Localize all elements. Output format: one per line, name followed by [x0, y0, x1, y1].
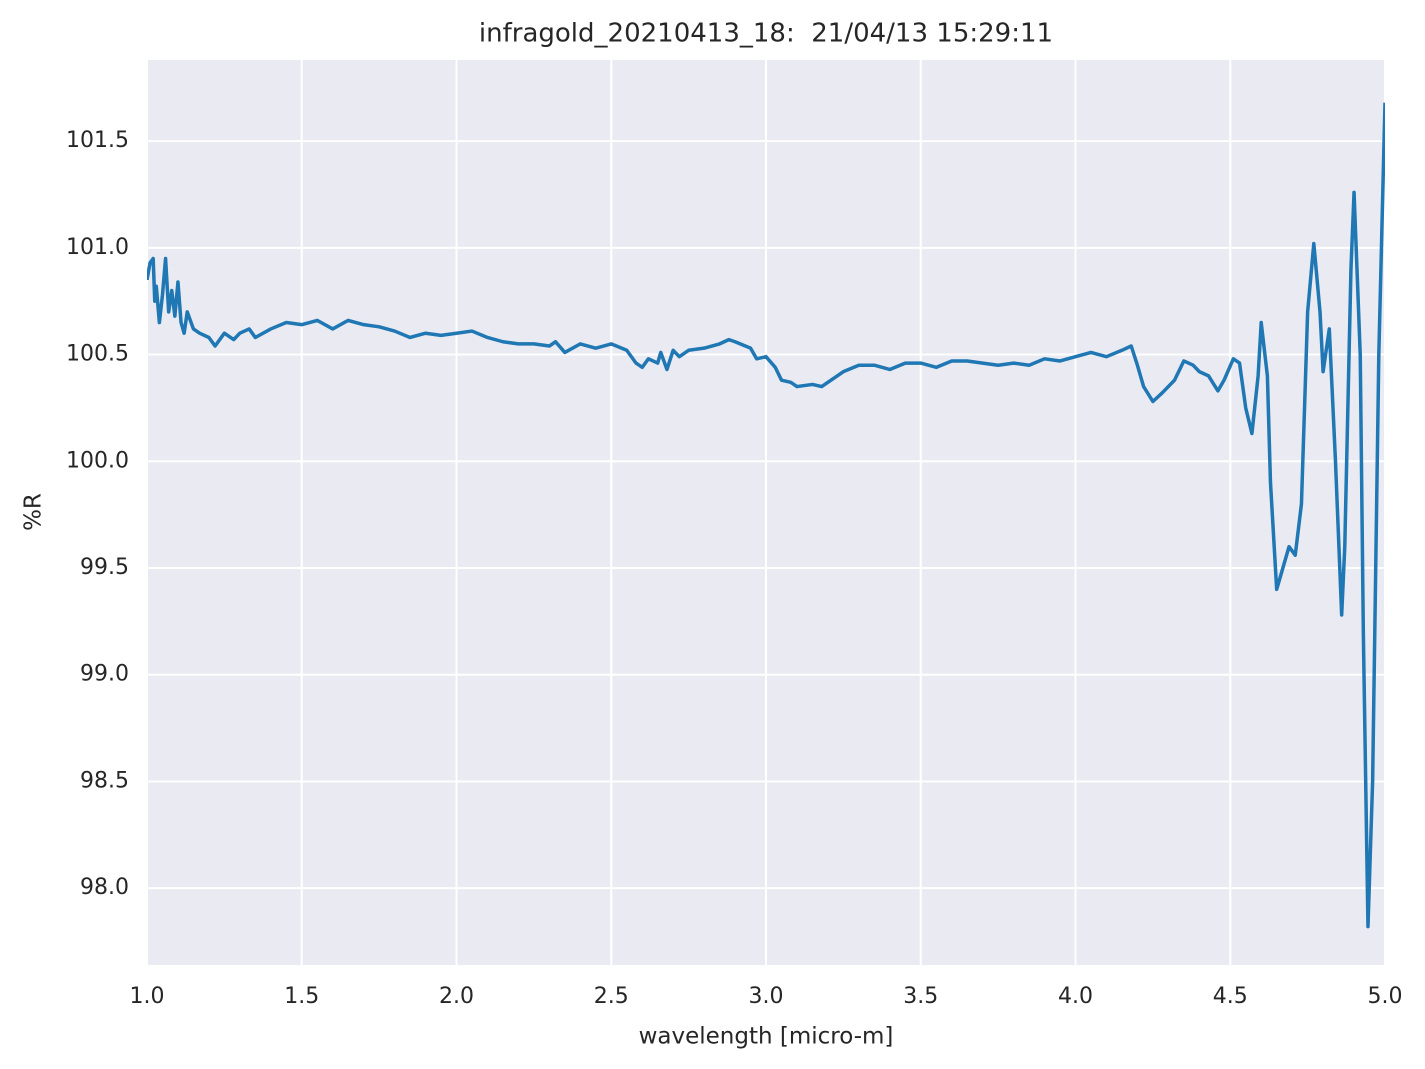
y-axis-label: %R	[21, 493, 47, 531]
labels: 1.0 1.5 2.0 2.5 3.0 3.5 4.0 4.5 5.0 98.0 98.5 99.0 9…	[66, 128, 1402, 1009]
x-tick-label: 3.5	[903, 984, 938, 1009]
chart-title: infragold_20210413_18: 21/04/13 15:29:11	[479, 19, 1053, 49]
x-tick-label: 1.5	[284, 984, 319, 1009]
y-tick-label: 101.0	[66, 235, 129, 260]
x-tick-label: 2.0	[439, 984, 474, 1009]
x-tick-label: 3.0	[749, 984, 784, 1009]
data-line	[147, 102, 1385, 929]
x-tick-label: 1.0	[130, 984, 165, 1009]
y-tick-label: 100.0	[66, 448, 129, 473]
x-tick-label: 4.5	[1213, 984, 1248, 1009]
grid	[146, 60, 1386, 965]
lines	[147, 102, 1385, 929]
x-tick-label: 5.0	[1368, 984, 1403, 1009]
y-tick-label: 98.5	[80, 768, 129, 793]
x-tick-label: 2.5	[594, 984, 629, 1009]
y-tick-label: 99.0	[80, 662, 129, 687]
y-tick-label: 99.5	[80, 555, 129, 580]
y-tick-label: 101.5	[66, 128, 129, 153]
y-tick-label: 100.5	[66, 342, 129, 367]
x-axis-label: wavelength [micro-m]	[639, 1024, 894, 1050]
y-tick-label: 98.0	[80, 875, 129, 900]
x-tick-label: 4.0	[1058, 984, 1093, 1009]
